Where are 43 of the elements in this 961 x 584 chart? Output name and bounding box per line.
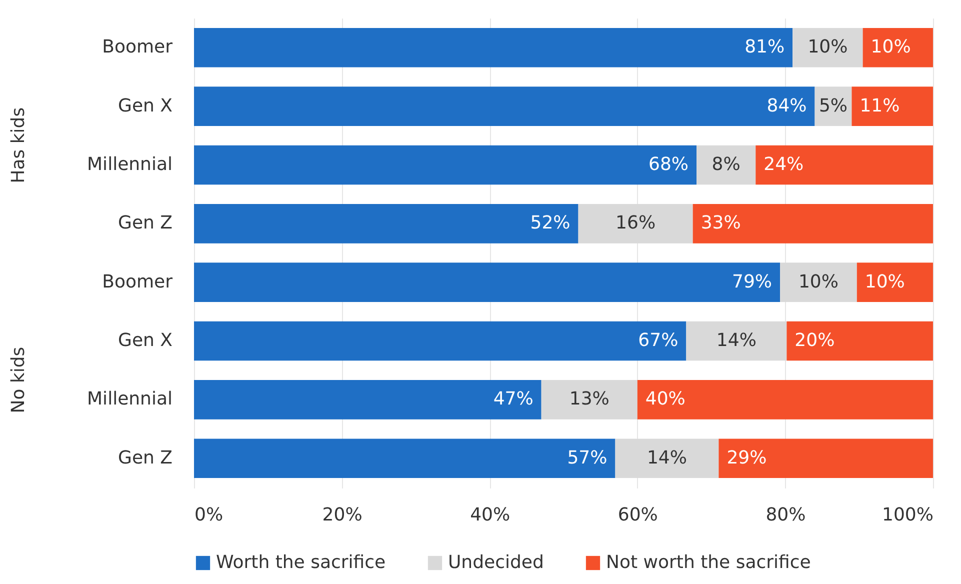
y-tick-label: Gen Z	[118, 212, 172, 234]
y-tick-label: Gen X	[118, 330, 172, 352]
data-label: 79%	[732, 271, 772, 292]
data-label: 10%	[808, 36, 848, 58]
data-label: 14%	[716, 330, 756, 352]
y-tick-label: Millennial	[87, 154, 172, 175]
data-label: 52%	[530, 212, 570, 234]
x-tick-label: 100%	[882, 504, 934, 526]
data-label: 68%	[648, 154, 689, 175]
data-label: 33%	[700, 212, 741, 234]
x-tick-label: 20%	[322, 504, 362, 526]
legend-label: Undecided	[448, 552, 544, 573]
data-label: 47%	[493, 388, 534, 410]
data-label: 5%	[818, 95, 848, 116]
data-label: 84%	[766, 95, 807, 116]
data-label: 16%	[616, 212, 656, 234]
data-label: 10%	[798, 271, 838, 292]
data-label: 24%	[764, 154, 804, 175]
legend-label: Worth the sacrifice	[216, 552, 386, 573]
data-label: 20%	[794, 330, 835, 352]
data-label: 13%	[569, 388, 610, 410]
y-tick-label: Gen X	[118, 95, 172, 116]
x-tick-label: 40%	[470, 504, 510, 526]
data-label: 29%	[726, 447, 767, 468]
y-tick-label: Boomer	[102, 271, 174, 292]
x-tick-label: 0%	[194, 504, 224, 526]
data-label: 10%	[864, 271, 905, 292]
y-tick-label: Boomer	[102, 36, 174, 58]
y-tick-label: Millennial	[87, 388, 172, 410]
data-label: 57%	[567, 447, 608, 468]
text: Has kids	[8, 107, 29, 184]
x-tick-label: 60%	[618, 504, 658, 526]
data-label: 8%	[712, 154, 740, 175]
data-label: 40%	[645, 388, 686, 410]
y-tick-label: Gen Z	[118, 447, 172, 468]
data-label: 14%	[646, 447, 687, 468]
data-label: 67%	[638, 330, 678, 352]
legend-label: Not worth the sacrifice	[606, 552, 811, 573]
x-tick-label: 80%	[766, 504, 806, 526]
text: No kids	[8, 346, 29, 414]
data-label: 81%	[744, 36, 785, 58]
data-label: 10%	[870, 36, 911, 58]
data-label: 11%	[860, 95, 900, 116]
